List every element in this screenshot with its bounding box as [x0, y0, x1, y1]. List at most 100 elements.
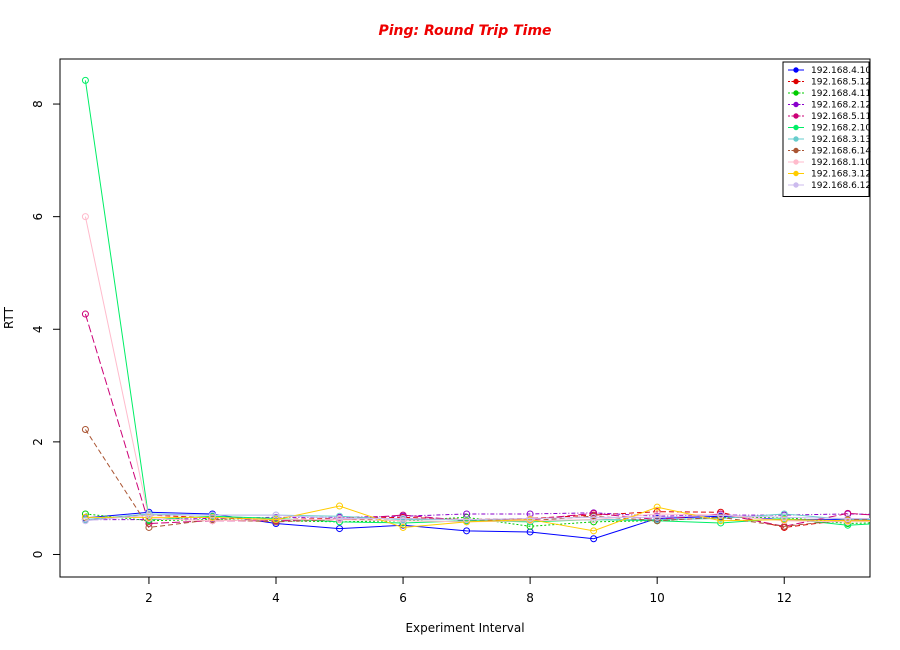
- chart-title: Ping: Round Trip Time: [378, 23, 551, 39]
- data-point: [336, 502, 344, 510]
- series-line: [85, 512, 870, 521]
- data-point: [590, 535, 598, 543]
- data-point: [463, 527, 471, 535]
- x-tick-label: 2: [145, 591, 153, 605]
- data-point: [272, 511, 280, 519]
- x-tick-label: 6: [399, 591, 407, 605]
- legend-label: 192.168.4.10: [811, 66, 871, 76]
- data-point: [463, 518, 471, 526]
- legend-item: 192.168.2.12: [788, 101, 871, 111]
- data-point: [844, 517, 852, 525]
- legend-label: 192.168.2.12: [811, 101, 871, 111]
- y-tick-label: 4: [31, 325, 45, 333]
- series-line: [84, 216, 870, 523]
- legend-swatch-marker: [793, 90, 799, 96]
- x-axis-title: Experiment Interval: [405, 621, 524, 635]
- legend-label: 192.168.2.10: [811, 124, 871, 134]
- legend-label: 192.168.5.12: [811, 78, 871, 88]
- data-point: [145, 511, 153, 519]
- data-point: [780, 516, 788, 524]
- x-axis: 2 4 6 8 10 12: [145, 576, 792, 605]
- legend-label: 192.168.6.12: [811, 181, 871, 191]
- data-point: [208, 513, 216, 521]
- data-point: [399, 517, 407, 525]
- legend-swatch-marker: [793, 67, 799, 73]
- data-point: [145, 513, 153, 521]
- legend-swatch-marker: [793, 182, 799, 188]
- legend-label: 192.168.4.11: [811, 89, 871, 99]
- legend-swatch-marker: [793, 159, 799, 165]
- series-192-168-5-11: [81, 310, 870, 530]
- y-tick-label: 8: [31, 100, 45, 108]
- legend-item: 192.168.5.11: [788, 112, 871, 122]
- data-point: [81, 310, 89, 318]
- data-point: [717, 511, 725, 519]
- series-192-168-1-10: [81, 213, 870, 526]
- legend-item: 192.168.4.10: [788, 66, 871, 76]
- series-layer: [81, 76, 870, 543]
- legend-label: 192.168.3.12: [811, 170, 871, 180]
- data-point: [653, 513, 661, 521]
- data-point: [590, 516, 598, 524]
- data-point: [780, 513, 788, 521]
- legend-label: 192.168.5.11: [811, 112, 871, 122]
- x-tick-label: 8: [526, 591, 534, 605]
- series-192-168-3-12: [81, 502, 870, 535]
- legend-swatch-marker: [793, 170, 799, 177]
- legend-swatch-marker: [793, 101, 799, 108]
- legend-item: 192.168.5.12: [788, 78, 871, 88]
- y-tick-label: 2: [31, 438, 45, 446]
- legend-swatch-marker: [793, 78, 799, 85]
- x-tick-label: 4: [272, 591, 280, 605]
- legend-swatch-marker: [793, 136, 799, 142]
- series-line: [84, 313, 870, 527]
- data-point: [399, 514, 407, 522]
- data-point: [81, 425, 89, 433]
- data-point: [653, 503, 661, 511]
- data-point: [81, 213, 89, 221]
- series-line: [84, 80, 870, 526]
- legend-label: 192.168.6.14: [811, 147, 871, 157]
- series-line: [84, 429, 870, 528]
- data-point: [145, 523, 153, 531]
- legend-swatch-marker: [793, 113, 799, 119]
- data-point: [208, 511, 216, 519]
- legend-item: 192.168.6.14: [788, 147, 871, 157]
- legend-item: 192.168.1.10: [788, 158, 871, 168]
- series-line: [85, 514, 870, 522]
- data-point: [81, 517, 89, 525]
- legend-swatch-marker: [793, 147, 799, 154]
- legend-item: 192.168.3.13: [788, 135, 871, 145]
- legend-label: 192.168.1.10: [811, 158, 871, 168]
- data-point: [336, 525, 344, 533]
- series-line: [85, 505, 870, 532]
- data-point: [463, 516, 471, 524]
- x-tick-label: 10: [650, 591, 665, 605]
- series-192-168-6-12: [81, 511, 870, 525]
- data-point: [399, 523, 407, 531]
- legend-item: 192.168.4.11: [788, 89, 871, 99]
- legend-swatch-marker: [793, 124, 799, 131]
- legend-item: 192.168.3.12: [788, 170, 871, 180]
- data-point: [590, 513, 598, 521]
- legend-item: 192.168.2.10: [788, 124, 871, 134]
- data-point: [336, 514, 344, 522]
- plot-frame: [59, 58, 871, 578]
- y-axis: 0 2 4 6 8: [31, 100, 61, 559]
- legend-item: 192.168.6.12: [788, 181, 871, 191]
- y-tick-label: 0: [31, 551, 45, 559]
- data-point: [590, 527, 598, 535]
- data-point: [272, 518, 280, 526]
- series-192-168-2-10: [81, 76, 870, 529]
- data-point: [526, 514, 534, 522]
- data-point: [81, 76, 89, 84]
- y-tick-label: 6: [31, 213, 45, 221]
- legend-label: 192.168.3.13: [811, 135, 871, 145]
- x-tick-label: 12: [777, 591, 792, 605]
- data-point: [844, 514, 852, 522]
- data-point: [272, 516, 280, 524]
- y-axis-title: RTT: [2, 306, 16, 329]
